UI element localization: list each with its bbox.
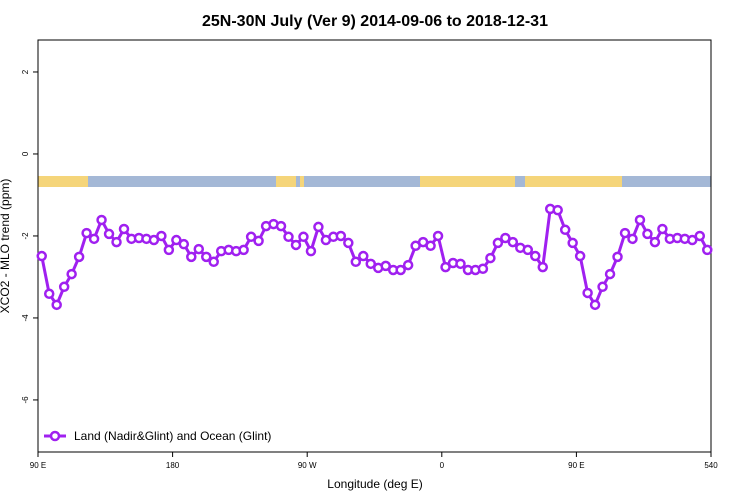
point [96, 214, 107, 226]
point [574, 250, 586, 262]
point [432, 230, 444, 242]
point [530, 250, 541, 262]
point [36, 250, 47, 262]
land [525, 176, 622, 187]
point [455, 258, 466, 270]
point [500, 232, 511, 244]
point [350, 256, 362, 268]
chart-title: 25N-30N July (Ver 9) 2014-09-06 to 2018-… [202, 13, 548, 30]
point [193, 243, 205, 255]
point [148, 234, 160, 246]
x-tick-label: 90 E [30, 461, 46, 470]
point [552, 204, 563, 216]
point [253, 235, 264, 247]
x-tick-label: 540 [704, 461, 718, 470]
point [313, 221, 324, 233]
point [657, 223, 668, 235]
point [51, 299, 62, 311]
point [425, 240, 436, 252]
point [567, 237, 578, 249]
point [619, 227, 631, 239]
point [290, 239, 302, 251]
point [702, 244, 713, 256]
point [365, 258, 377, 270]
point [43, 288, 55, 300]
y-tick-label: 0 [21, 151, 30, 156]
point [537, 261, 548, 273]
point [492, 237, 504, 249]
ocean [38, 176, 711, 187]
point [156, 230, 167, 242]
point [582, 287, 593, 299]
land [38, 176, 88, 187]
point [275, 220, 287, 232]
point [58, 281, 70, 293]
point [298, 231, 309, 243]
point [208, 256, 219, 268]
land-ocean-band [38, 176, 711, 187]
legend-marker [49, 430, 61, 442]
point [604, 268, 616, 280]
point [649, 236, 661, 248]
x-tick-label: 180 [166, 461, 180, 470]
point [634, 214, 646, 226]
point [186, 251, 197, 263]
legend-label: Land (Nadir&Glint) and Ocean (Glint) [74, 429, 271, 443]
point [163, 244, 175, 256]
point [88, 233, 100, 245]
x-tick-label: 90 W [298, 461, 317, 470]
point [238, 244, 249, 256]
point [507, 236, 519, 248]
point [522, 244, 534, 256]
point [642, 228, 653, 240]
x-tick-label: 0 [440, 461, 445, 470]
point [111, 236, 122, 248]
y-tick-label: 2 [21, 69, 30, 74]
point [612, 251, 623, 263]
point [485, 252, 496, 264]
point [380, 260, 391, 272]
point [283, 231, 294, 243]
land [276, 176, 296, 187]
point [81, 227, 92, 239]
point [477, 263, 489, 275]
x-tick-label: 90 E [568, 461, 584, 470]
point [589, 299, 601, 311]
point [597, 281, 608, 293]
point [402, 259, 414, 271]
point [201, 251, 212, 263]
point [627, 233, 638, 245]
point [171, 234, 182, 246]
x-axis-label: Longitude (deg E) [327, 477, 422, 491]
point [305, 245, 317, 257]
land [420, 176, 515, 187]
point [103, 228, 115, 240]
point [343, 237, 354, 249]
land [300, 176, 304, 187]
y-axis-label: XCO2 - MLO trend (ppm) [0, 179, 12, 314]
y-tick-label: -6 [21, 396, 30, 404]
point [358, 250, 369, 262]
series-line [40, 207, 709, 309]
point [335, 230, 347, 242]
point [66, 268, 77, 280]
point [245, 231, 257, 243]
point [395, 264, 406, 276]
point [694, 230, 706, 242]
y-tick-label: -2 [21, 232, 30, 240]
plot-frame [37, 39, 712, 453]
point [178, 238, 190, 250]
point [440, 261, 451, 273]
point [687, 234, 698, 246]
point [118, 223, 130, 235]
point [73, 251, 85, 263]
point [559, 224, 571, 236]
y-tick-label: -4 [21, 314, 30, 322]
